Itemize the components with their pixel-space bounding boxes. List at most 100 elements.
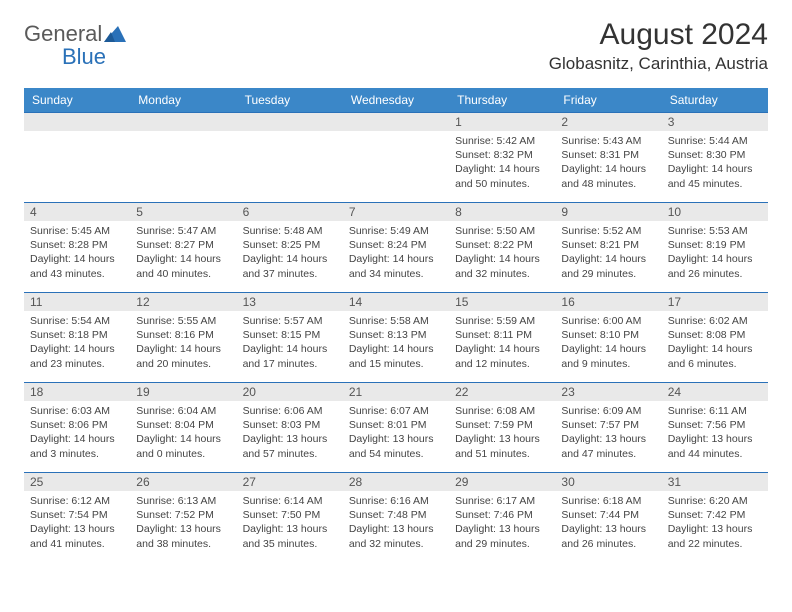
daylight-line: Daylight: 13 hours and 29 minutes. <box>455 522 549 550</box>
calendar-week: 18Sunrise: 6:03 AMSunset: 8:06 PMDayligh… <box>24 383 768 473</box>
day-number: 20 <box>237 383 343 401</box>
sunrise-line: Sunrise: 6:13 AM <box>136 494 230 508</box>
sunset-line: Sunset: 8:22 PM <box>455 238 549 252</box>
day-number <box>237 113 343 131</box>
calendar-cell <box>24 113 130 203</box>
sunrise-line: Sunrise: 5:57 AM <box>243 314 337 328</box>
calendar-cell: 20Sunrise: 6:06 AMSunset: 8:03 PMDayligh… <box>237 383 343 473</box>
sunset-line: Sunset: 7:46 PM <box>455 508 549 522</box>
sunrise-line: Sunrise: 6:18 AM <box>561 494 655 508</box>
title-block: August 2024 Globasnitz, Carinthia, Austr… <box>549 18 768 74</box>
daylight-line: Daylight: 14 hours and 48 minutes. <box>561 162 655 190</box>
daylight-line: Daylight: 13 hours and 32 minutes. <box>349 522 443 550</box>
sunset-line: Sunset: 8:25 PM <box>243 238 337 252</box>
daylight-line: Daylight: 14 hours and 37 minutes. <box>243 252 337 280</box>
calendar-cell: 26Sunrise: 6:13 AMSunset: 7:52 PMDayligh… <box>130 473 236 563</box>
daylight-line: Daylight: 14 hours and 9 minutes. <box>561 342 655 370</box>
day-header: Friday <box>555 88 661 113</box>
sunset-line: Sunset: 7:44 PM <box>561 508 655 522</box>
day-number: 28 <box>343 473 449 491</box>
sunrise-line: Sunrise: 5:52 AM <box>561 224 655 238</box>
calendar-cell: 28Sunrise: 6:16 AMSunset: 7:48 PMDayligh… <box>343 473 449 563</box>
sunset-line: Sunset: 7:48 PM <box>349 508 443 522</box>
day-details: Sunrise: 5:50 AMSunset: 8:22 PMDaylight:… <box>449 221 555 285</box>
day-details: Sunrise: 5:44 AMSunset: 8:30 PMDaylight:… <box>662 131 768 195</box>
sunrise-line: Sunrise: 5:50 AM <box>455 224 549 238</box>
day-details: Sunrise: 6:14 AMSunset: 7:50 PMDaylight:… <box>237 491 343 555</box>
day-number: 9 <box>555 203 661 221</box>
calendar-cell: 19Sunrise: 6:04 AMSunset: 8:04 PMDayligh… <box>130 383 236 473</box>
sunset-line: Sunset: 8:10 PM <box>561 328 655 342</box>
calendar-cell: 14Sunrise: 5:58 AMSunset: 8:13 PMDayligh… <box>343 293 449 383</box>
sunset-line: Sunset: 8:06 PM <box>30 418 124 432</box>
calendar-cell: 9Sunrise: 5:52 AMSunset: 8:21 PMDaylight… <box>555 203 661 293</box>
brand-logo: GeneralBlue <box>24 18 126 68</box>
day-details: Sunrise: 6:00 AMSunset: 8:10 PMDaylight:… <box>555 311 661 375</box>
day-details: Sunrise: 5:57 AMSunset: 8:15 PMDaylight:… <box>237 311 343 375</box>
sunset-line: Sunset: 8:21 PM <box>561 238 655 252</box>
day-number: 16 <box>555 293 661 311</box>
sunset-line: Sunset: 8:08 PM <box>668 328 762 342</box>
day-number: 11 <box>24 293 130 311</box>
sunrise-line: Sunrise: 6:07 AM <box>349 404 443 418</box>
sunrise-line: Sunrise: 6:02 AM <box>668 314 762 328</box>
sunrise-line: Sunrise: 5:49 AM <box>349 224 443 238</box>
daylight-line: Daylight: 13 hours and 41 minutes. <box>30 522 124 550</box>
calendar-cell: 10Sunrise: 5:53 AMSunset: 8:19 PMDayligh… <box>662 203 768 293</box>
sunrise-line: Sunrise: 6:04 AM <box>136 404 230 418</box>
sunset-line: Sunset: 8:19 PM <box>668 238 762 252</box>
day-number <box>130 113 236 131</box>
calendar-cell: 25Sunrise: 6:12 AMSunset: 7:54 PMDayligh… <box>24 473 130 563</box>
day-header: Tuesday <box>237 88 343 113</box>
day-details: Sunrise: 6:03 AMSunset: 8:06 PMDaylight:… <box>24 401 130 465</box>
sunset-line: Sunset: 7:54 PM <box>30 508 124 522</box>
day-details: Sunrise: 6:02 AMSunset: 8:08 PMDaylight:… <box>662 311 768 375</box>
daylight-line: Daylight: 13 hours and 26 minutes. <box>561 522 655 550</box>
day-details: Sunrise: 5:52 AMSunset: 8:21 PMDaylight:… <box>555 221 661 285</box>
calendar-cell: 16Sunrise: 6:00 AMSunset: 8:10 PMDayligh… <box>555 293 661 383</box>
day-details: Sunrise: 5:53 AMSunset: 8:19 PMDaylight:… <box>662 221 768 285</box>
brand-part2: Blue <box>24 47 106 68</box>
day-details: Sunrise: 6:09 AMSunset: 7:57 PMDaylight:… <box>555 401 661 465</box>
day-number: 6 <box>237 203 343 221</box>
calendar-cell: 30Sunrise: 6:18 AMSunset: 7:44 PMDayligh… <box>555 473 661 563</box>
day-number <box>24 113 130 131</box>
calendar-cell: 13Sunrise: 5:57 AMSunset: 8:15 PMDayligh… <box>237 293 343 383</box>
sunset-line: Sunset: 8:15 PM <box>243 328 337 342</box>
calendar-cell: 18Sunrise: 6:03 AMSunset: 8:06 PMDayligh… <box>24 383 130 473</box>
day-details: Sunrise: 6:06 AMSunset: 8:03 PMDaylight:… <box>237 401 343 465</box>
sunrise-line: Sunrise: 6:06 AM <box>243 404 337 418</box>
calendar-cell: 27Sunrise: 6:14 AMSunset: 7:50 PMDayligh… <box>237 473 343 563</box>
calendar-cell: 31Sunrise: 6:20 AMSunset: 7:42 PMDayligh… <box>662 473 768 563</box>
month-title: August 2024 <box>549 18 768 52</box>
calendar-cell: 22Sunrise: 6:08 AMSunset: 7:59 PMDayligh… <box>449 383 555 473</box>
sunset-line: Sunset: 8:24 PM <box>349 238 443 252</box>
sunrise-line: Sunrise: 6:14 AM <box>243 494 337 508</box>
day-details: Sunrise: 5:58 AMSunset: 8:13 PMDaylight:… <box>343 311 449 375</box>
sunset-line: Sunset: 8:01 PM <box>349 418 443 432</box>
daylight-line: Daylight: 13 hours and 47 minutes. <box>561 432 655 460</box>
sunset-line: Sunset: 8:32 PM <box>455 148 549 162</box>
daylight-line: Daylight: 14 hours and 50 minutes. <box>455 162 549 190</box>
day-details: Sunrise: 6:18 AMSunset: 7:44 PMDaylight:… <box>555 491 661 555</box>
daylight-line: Daylight: 13 hours and 51 minutes. <box>455 432 549 460</box>
day-details: Sunrise: 5:59 AMSunset: 8:11 PMDaylight:… <box>449 311 555 375</box>
sunset-line: Sunset: 7:52 PM <box>136 508 230 522</box>
sunrise-line: Sunrise: 5:42 AM <box>455 134 549 148</box>
sunrise-line: Sunrise: 6:09 AM <box>561 404 655 418</box>
calendar-cell <box>130 113 236 203</box>
day-number: 5 <box>130 203 236 221</box>
day-details: Sunrise: 6:13 AMSunset: 7:52 PMDaylight:… <box>130 491 236 555</box>
daylight-line: Daylight: 13 hours and 57 minutes. <box>243 432 337 460</box>
daylight-line: Daylight: 14 hours and 40 minutes. <box>136 252 230 280</box>
calendar-cell: 17Sunrise: 6:02 AMSunset: 8:08 PMDayligh… <box>662 293 768 383</box>
brand-triangle-icon <box>104 26 126 44</box>
sunrise-line: Sunrise: 5:44 AM <box>668 134 762 148</box>
day-details: Sunrise: 5:48 AMSunset: 8:25 PMDaylight:… <box>237 221 343 285</box>
day-header-row: SundayMondayTuesdayWednesdayThursdayFrid… <box>24 88 768 113</box>
day-details: Sunrise: 6:04 AMSunset: 8:04 PMDaylight:… <box>130 401 236 465</box>
day-number: 4 <box>24 203 130 221</box>
day-number: 3 <box>662 113 768 131</box>
day-details: Sunrise: 6:08 AMSunset: 7:59 PMDaylight:… <box>449 401 555 465</box>
day-number: 30 <box>555 473 661 491</box>
